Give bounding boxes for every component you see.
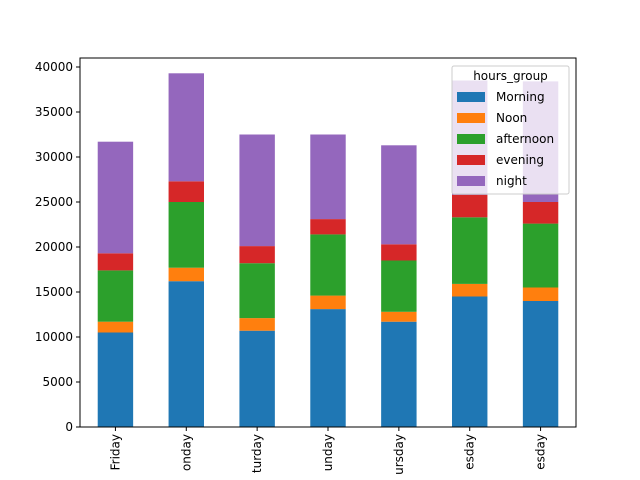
- legend-items: Morning Noon afternoon evening night: [457, 90, 554, 188]
- legend-label: night: [496, 174, 527, 188]
- bar-monday-evening: [168, 181, 204, 202]
- y-tick-label: 10000: [35, 330, 73, 344]
- bar-sunday-afternoon: [310, 234, 346, 296]
- y-tick-label: 15000: [35, 285, 73, 299]
- bar-thursday-afternoon: [381, 260, 417, 312]
- legend-swatch: [457, 176, 485, 186]
- x-axis: Friday onday turday unday ursday esday esday: [108, 427, 548, 475]
- legend-swatch: [457, 134, 485, 144]
- bar-sunday-evening: [310, 219, 346, 235]
- bar-friday-afternoon: [97, 270, 134, 322]
- x-tick-label: Friday: [108, 434, 122, 470]
- legend-title: hours_group: [473, 69, 548, 83]
- legend-label: evening: [496, 153, 544, 167]
- bar-tuesday-evening: [452, 194, 488, 218]
- bar-tuesday-morning: [452, 296, 488, 427]
- bar-friday-morning: [97, 332, 134, 427]
- bar-friday-night: [97, 141, 134, 254]
- bar-wednesday-noon: [522, 287, 559, 301]
- bar-wednesday-evening: [522, 202, 559, 224]
- bar-monday-night: [168, 73, 204, 182]
- legend-swatch: [457, 92, 485, 102]
- y-tick-label: 0: [65, 420, 73, 434]
- bar-wednesday-morning: [522, 301, 559, 427]
- bar-monday-noon: [168, 267, 204, 282]
- bar-thursday-morning: [381, 321, 417, 427]
- bar-sunday-morning: [310, 309, 346, 427]
- bar-friday-evening: [97, 253, 134, 271]
- bar-thursday-night: [381, 145, 417, 245]
- x-tick-label: turday: [250, 434, 264, 473]
- y-tick-label: 35000: [35, 105, 73, 119]
- bar-thursday-noon: [381, 311, 417, 322]
- bar-saturday-morning: [239, 330, 275, 427]
- bar-thursday-evening: [381, 244, 417, 261]
- x-tick-label: unday: [321, 434, 335, 471]
- y-tick-label: 5000: [42, 375, 73, 389]
- y-tick-label: 40000: [35, 60, 73, 74]
- y-tick-label: 25000: [35, 195, 73, 209]
- bar-monday-morning: [168, 281, 204, 427]
- bar-saturday-noon: [239, 318, 275, 331]
- bar-saturday-afternoon: [239, 263, 275, 319]
- legend-label: afternoon: [496, 132, 554, 146]
- bar-friday-noon: [97, 321, 134, 333]
- y-axis: 0 5000 10000 15000 20000 25000 30000 35000 40000: [35, 60, 80, 434]
- legend-label: Noon: [496, 111, 527, 125]
- legend-swatch: [457, 155, 485, 165]
- bar-monday-afternoon: [168, 202, 204, 268]
- legend-label: Morning: [496, 90, 545, 104]
- legend-swatch: [457, 113, 485, 123]
- y-tick-label: 20000: [35, 240, 73, 254]
- bar-tuesday-noon: [452, 283, 488, 297]
- y-tick-label: 30000: [35, 150, 73, 164]
- bar-saturday-evening: [239, 246, 275, 264]
- bar-sunday-noon: [310, 295, 346, 310]
- x-tick-label: esday: [534, 434, 548, 470]
- bar-saturday-night: [239, 134, 275, 247]
- x-tick-label: onday: [179, 434, 193, 471]
- bar-tuesday-afternoon: [452, 217, 488, 284]
- legend: hours_group Morning Noon afternoon evening n…: [451, 65, 570, 195]
- x-tick-label: esday: [463, 434, 477, 470]
- bar-sunday-night: [310, 134, 346, 220]
- x-tick-label: ursday: [392, 434, 406, 475]
- bar-wednesday-afternoon: [522, 223, 559, 288]
